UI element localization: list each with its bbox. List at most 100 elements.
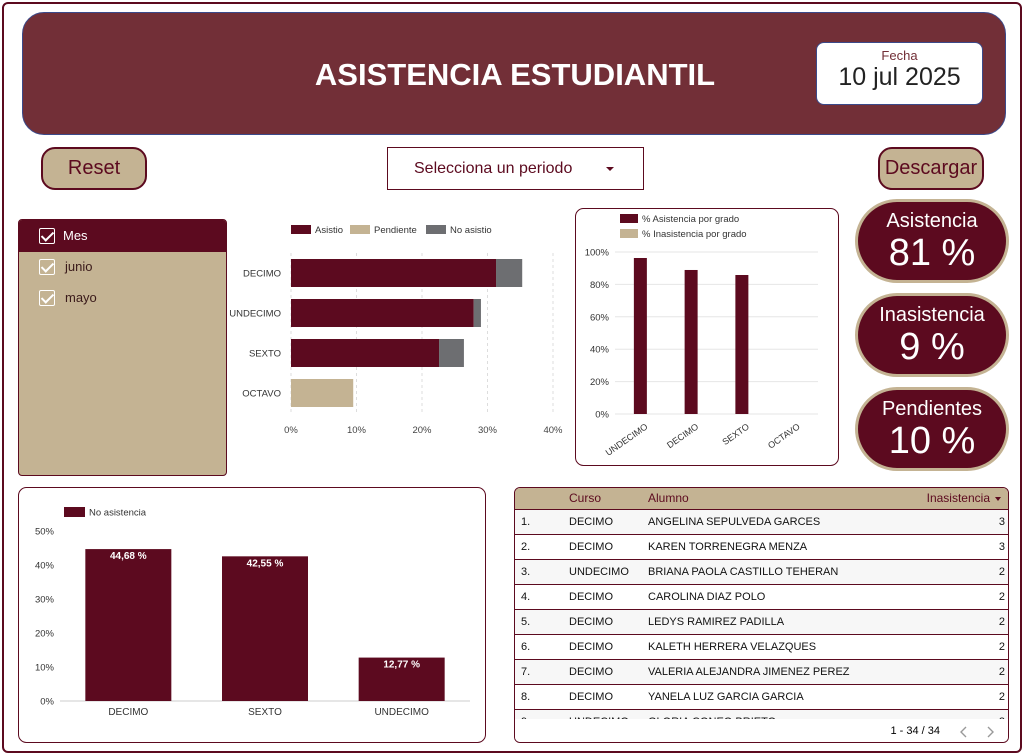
option-text: mayo: [65, 290, 97, 305]
checkbox[interactable]: [39, 228, 55, 244]
kpi-card: Inasistencia 9 %: [855, 293, 1009, 377]
date-box[interactable]: Fecha 10 jul 2025: [816, 42, 983, 105]
table-cell: DECIMO: [569, 691, 613, 703]
legend-label: Pendiente: [374, 225, 417, 236]
y-tick-label: 100%: [585, 248, 610, 259]
kpi-value: 10 %: [888, 420, 976, 462]
period-dropdown[interactable]: Selecciona un periodo: [387, 147, 644, 190]
legend-swatch: [350, 225, 370, 234]
table-cell: 3.: [521, 566, 531, 578]
x-tick-label: DECIMO: [108, 707, 148, 718]
y-tick-label: 20%: [35, 629, 55, 640]
table-row[interactable]: 1. DECIMO ANGELINA SEPULVEDA GARCES 3: [515, 509, 1008, 534]
table-row[interactable]: 7. DECIMO VALERIA ALEJANDRA JIMENEZ PEREZ 2: [515, 659, 1008, 684]
legend-label: No asistencia: [89, 508, 147, 519]
y-tick-label: 40%: [35, 561, 55, 572]
stacked-bar-chart: Asistio Pendiente No asistio 0% 10% 20% 30% 40%…: [229, 225, 563, 436]
filter-header-text: Mes: [63, 228, 88, 243]
table-cell: 2.: [521, 541, 531, 553]
bar-segment: [291, 339, 440, 367]
legend-label: Asistio: [315, 225, 343, 236]
sort-arrow: [995, 497, 1001, 501]
table-cell: 2: [998, 691, 1005, 703]
table-cell: 8.: [521, 691, 531, 703]
bar: [358, 657, 445, 701]
kpi-card: Asistencia 81 %: [855, 199, 1009, 283]
bar-segment: [291, 299, 474, 327]
table-cell: 5.: [521, 616, 531, 628]
checkbox[interactable]: [39, 290, 55, 306]
bar: [222, 556, 308, 701]
data-label: 44,68 %: [110, 551, 147, 562]
bar-segment: [496, 259, 523, 287]
legend-label: No asistio: [450, 225, 492, 236]
data-label: 12,77 %: [383, 660, 420, 671]
x-tick-label: 20%: [412, 425, 432, 436]
table-header: Curso Alumno Inasistencia: [515, 488, 1008, 509]
table-cell: DECIMO: [569, 616, 613, 628]
date: 10 jul 2025: [838, 63, 961, 91]
bar: [633, 257, 647, 414]
y-tick-label: UNDECIMO: [229, 309, 281, 320]
table-cell: KAREN TORRENEGRA MENZA: [648, 541, 808, 553]
y-tick-label: 0%: [40, 697, 54, 708]
table-row[interactable]: 6. DECIMO KALETH HERRERA VELAZQUES 2: [515, 634, 1008, 659]
table-cell: 4.: [521, 591, 531, 603]
x-tick-label: 30%: [478, 425, 498, 436]
title: ASISTENCIA ESTUDIANTIL: [314, 57, 716, 92]
pagination: 1 - 34 / 34: [515, 719, 1008, 742]
x-tick-label: 0%: [284, 425, 298, 436]
y-tick-label: SEXTO: [249, 349, 281, 360]
month-filter: Mes junio mayo: [18, 219, 227, 476]
kpi-label: Inasistencia: [879, 304, 985, 326]
table-row[interactable]: 8. DECIMO YANELA LUZ GARCIA GARCIA 2: [515, 684, 1008, 709]
table-row[interactable]: 5. DECIMO LEDYS RAMIREZ PADILLA 2: [515, 609, 1008, 634]
table-cell: VALERIA ALEJANDRA JIMENEZ PEREZ: [648, 666, 850, 678]
checkbox[interactable]: [39, 259, 55, 275]
table-cell: DECIMO: [569, 516, 613, 528]
table-cell: 2: [998, 616, 1005, 628]
x-tick-label: UNDECIMO: [374, 707, 429, 718]
table-cell: 2: [998, 666, 1005, 678]
table-row[interactable]: 3. UNDECIMO BRIANA PAOLA CASTILLO TEHERAN 2: [515, 559, 1008, 584]
y-tick-label: 60%: [590, 312, 610, 323]
table-row[interactable]: 4. DECIMO CAROLINA DIAZ POLO 2: [515, 584, 1008, 609]
filter-option[interactable]: junio: [19, 252, 226, 282]
y-tick-label: DECIMO: [243, 269, 281, 280]
bar-segment: [439, 339, 464, 367]
x-tick-label: SEXTO: [248, 707, 282, 718]
column-header[interactable]: Alumno: [648, 491, 689, 505]
column-header[interactable]: Inasistencia: [926, 491, 990, 505]
y-tick-label: 50%: [35, 527, 55, 538]
table-cell: 3: [998, 541, 1005, 553]
page-arrows[interactable]: [952, 723, 1002, 741]
filter-header[interactable]: Mes: [19, 220, 226, 252]
y-tick-label: 40%: [590, 345, 610, 356]
date-label: Fecha: [881, 48, 918, 63]
grade-bar-chart: % Asistencia por grado % Inasistencia por…: [575, 208, 839, 466]
table-cell: 2: [998, 641, 1005, 653]
table-cell: KALETH HERRERA VELAZQUES: [648, 641, 817, 653]
table-cell: CAROLINA DIAZ POLO: [648, 591, 766, 603]
column-header[interactable]: Curso: [569, 491, 602, 505]
x-tick-label: 10%: [347, 425, 367, 436]
y-tick-label: 80%: [590, 280, 610, 291]
legend-label: % Asistencia por grado: [642, 214, 739, 225]
y-tick-label: 20%: [590, 377, 610, 388]
reset-button[interactable]: Reset: [41, 147, 147, 190]
y-tick-label: 10%: [35, 663, 55, 674]
table-cell: 1.: [521, 516, 531, 528]
table-cell: DECIMO: [569, 541, 613, 553]
kpi-label: Pendientes: [881, 398, 983, 420]
download-button[interactable]: Descargar: [878, 147, 984, 190]
table-cell: 3: [998, 516, 1005, 528]
table-row[interactable]: 2. DECIMO KAREN TORRENEGRA MENZA 3: [515, 534, 1008, 559]
bar: [684, 269, 698, 414]
table-cell: DECIMO: [569, 641, 613, 653]
filter-option[interactable]: mayo: [19, 283, 226, 313]
data-label: 42,55 %: [247, 558, 284, 569]
student-table: Curso Alumno Inasistencia 1. DECIMO ANGELI…: [514, 487, 1009, 743]
legend-swatch: [620, 214, 638, 223]
legend-swatch: [426, 225, 446, 234]
